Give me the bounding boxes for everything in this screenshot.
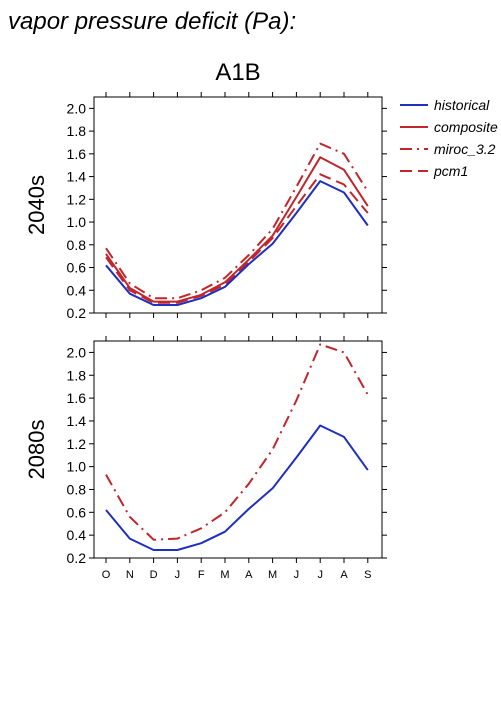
y-tick-label: 0.2 [67,305,87,321]
y-tick-label: 1.8 [67,123,87,139]
y-tick-label: 1.0 [67,459,87,475]
x-tick-label: J [294,569,300,581]
legend-label: miroc_3.2 [434,141,496,157]
series-line-historical [105,180,369,306]
y-tick-label: 1.2 [67,191,87,207]
plot-frame [93,340,383,559]
x-tick-label: N [126,569,134,581]
y-tick-label: 0.6 [67,504,87,520]
y-tick-label: 0.8 [67,481,87,497]
y-tick-label: 1.8 [67,367,87,383]
y-tick-label: 1.0 [67,214,87,230]
x-tick-label: M [268,569,277,581]
legend-label: composite [434,119,498,135]
y-tick-label: 0.2 [67,550,87,566]
y-axis-label: 2040s [24,175,49,235]
y-tick-label: 0.6 [67,260,87,276]
y-tick-label: 0.8 [67,237,87,253]
x-tick-label: J [317,569,323,581]
legend-label: pcm1 [433,163,468,179]
y-tick-label: 0.4 [67,527,87,543]
y-tick-label: 1.4 [67,169,87,185]
y-tick-label: 2.0 [67,100,87,116]
legend: historical composite miroc_3.2 pcm1 [400,97,498,179]
x-tick-label: O [102,569,111,581]
y-tick-label: 0.4 [67,282,87,298]
x-tick-label: A [245,569,253,581]
series-line-miroc-3-2 [105,343,369,541]
y-tick-label: 1.6 [67,390,87,406]
x-tick-label: A [340,569,348,581]
page-title: vapor pressure deficit (Pa): [8,8,296,35]
series-line-pcm1 [105,173,369,304]
panel-2080s: 0.2 0.4 0.6 0.8 1.0 1.2 1.4 1.6 1.8 2.0 O N D J F M A M J J… [24,336,387,581]
plot-frame [93,96,383,314]
panel-title: A1B [215,59,260,86]
x-tick-label: D [150,569,158,581]
y-tick-label: 1.6 [67,146,87,162]
x-tick-label: S [364,569,371,581]
legend-label: historical [434,97,490,113]
series-line-historical [105,424,369,551]
y-axis-label: 2080s [24,420,49,480]
y-tick-label: 1.4 [67,413,87,429]
series-line-composite [105,156,369,303]
series-line-miroc-3-2 [105,142,369,300]
panel-2040s: 0.2 0.4 0.6 0.8 1.0 1.2 1.4 1.6 1.8 2.0 2040s [24,92,387,321]
y-tick-label: 2.0 [67,344,87,360]
y-tick-label: 1.2 [67,436,87,452]
x-tick-label: J [175,569,181,581]
x-tick-label: M [220,569,229,581]
x-tick-label: F [198,569,205,581]
